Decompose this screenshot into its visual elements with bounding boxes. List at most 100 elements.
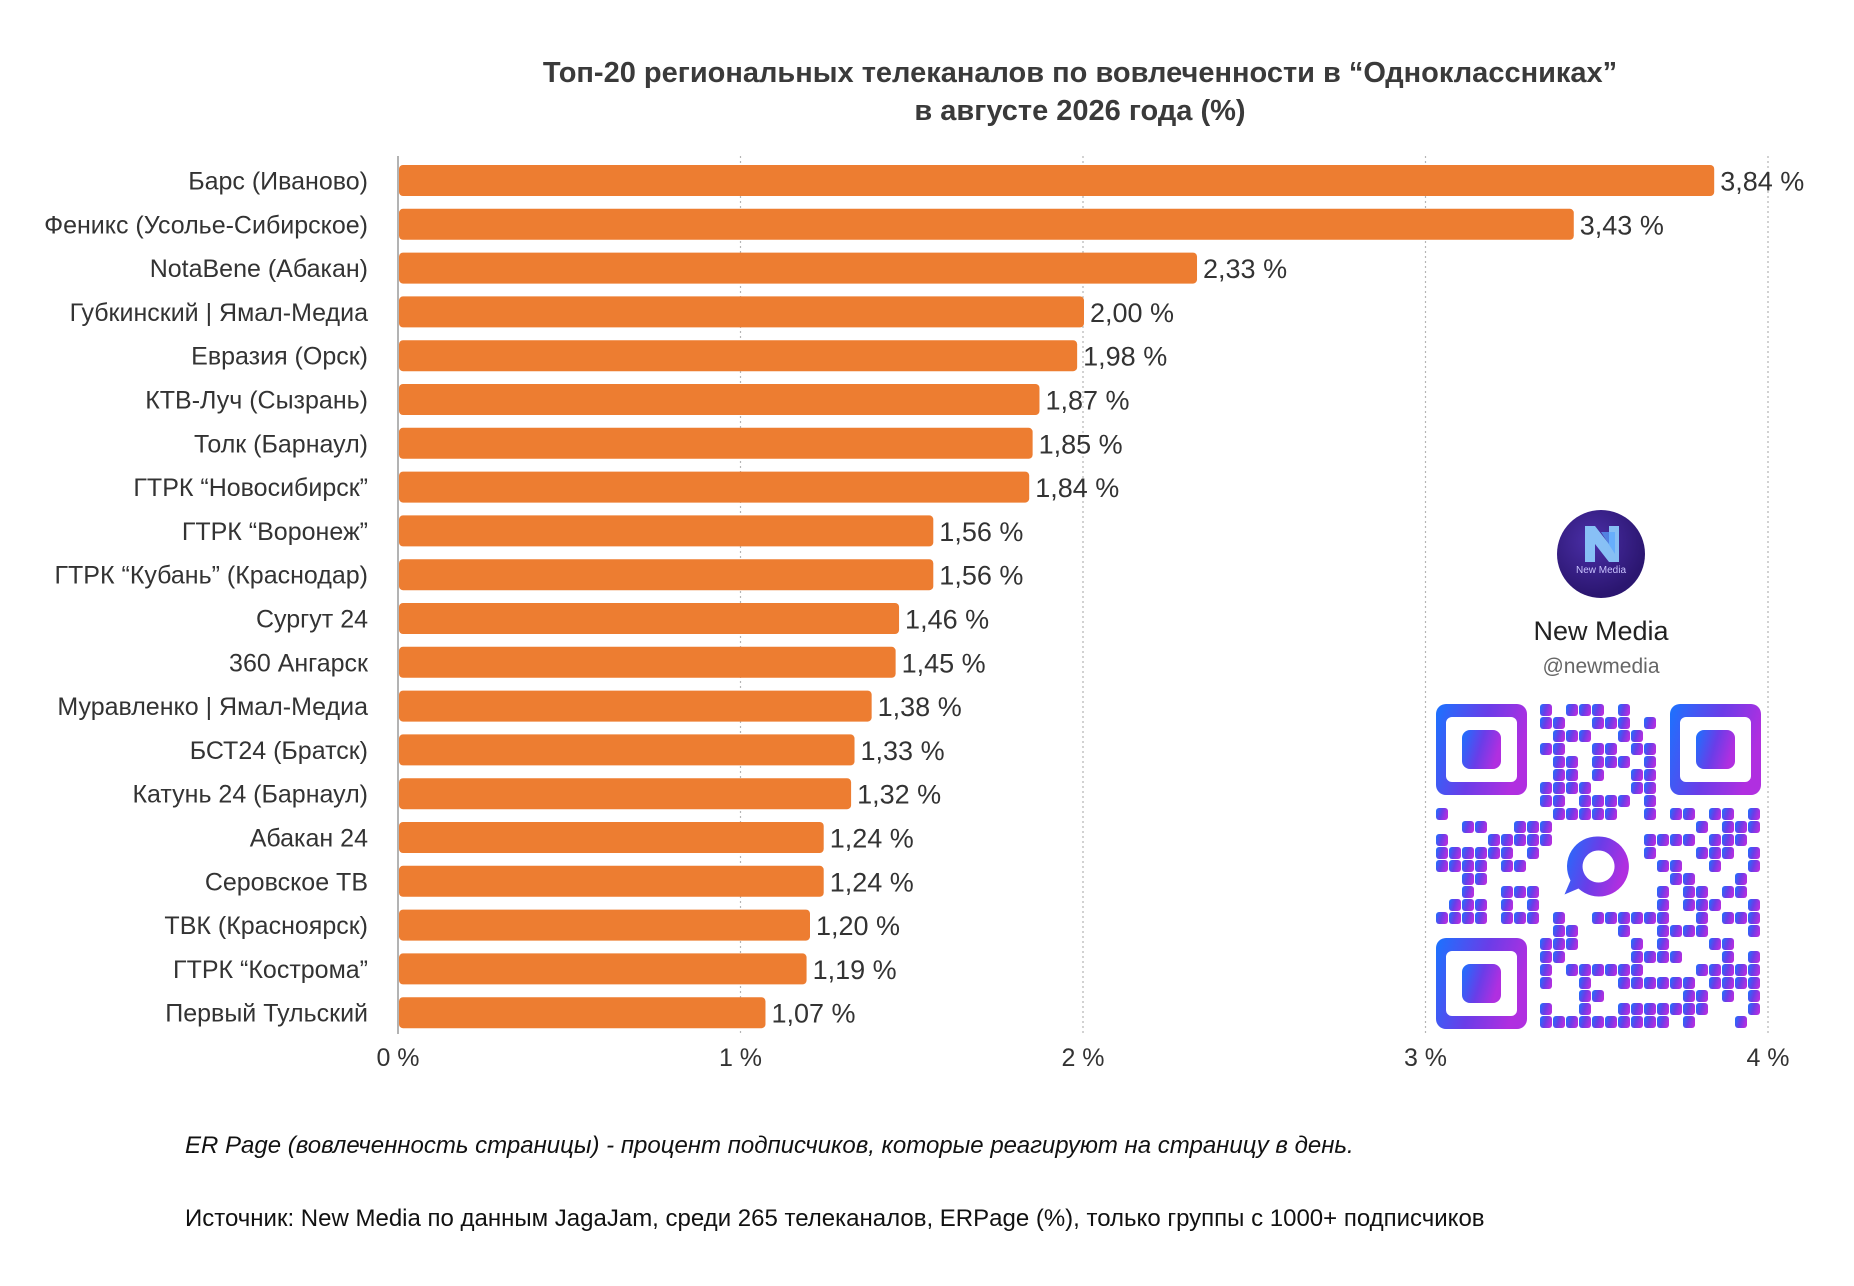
- bar: [399, 384, 1040, 415]
- qr-module: [1644, 756, 1656, 768]
- footnote: ER Page (вовлеченность страницы) - проце…: [185, 1132, 1354, 1159]
- qr-code[interactable]: [1432, 700, 1764, 1032]
- qr-module: [1670, 977, 1682, 989]
- qr-module: [1748, 847, 1760, 859]
- qr-module: [1709, 808, 1721, 820]
- qr-module: [1722, 847, 1734, 859]
- qr-module: [1592, 1016, 1604, 1028]
- qr-module: [1709, 847, 1721, 859]
- qr-module: [1683, 808, 1695, 820]
- qr-module: [1462, 821, 1474, 833]
- qr-module: [1709, 938, 1721, 950]
- qr-module: [1683, 899, 1695, 911]
- qr-module: [1657, 1003, 1669, 1015]
- qr-module: [1657, 860, 1669, 872]
- qr-module: [1618, 977, 1630, 989]
- qr-module: [1462, 847, 1474, 859]
- qr-module: [1579, 964, 1591, 976]
- qr-finder-center: [1696, 730, 1735, 769]
- category-label: Губкинский | Ямал-Медиа: [70, 299, 368, 327]
- qr-module: [1618, 795, 1630, 807]
- value-label: 1,56 %: [939, 561, 1023, 591]
- bar: [399, 208, 1574, 240]
- brand-handle: @newmedia: [1542, 655, 1660, 678]
- qr-module: [1735, 834, 1747, 846]
- qr-module: [1644, 717, 1656, 729]
- qr-module: [1592, 912, 1604, 924]
- qr-module: [1592, 808, 1604, 820]
- qr-module: [1709, 964, 1721, 976]
- qr-module: [1462, 873, 1474, 885]
- qr-module: [1722, 990, 1734, 1002]
- value-label: 1,98 %: [1083, 342, 1167, 372]
- qr-module: [1683, 834, 1695, 846]
- qr-module: [1670, 873, 1682, 885]
- chart-title-line-1: Топ-20 региональных телеканалов по вовле…: [542, 57, 1618, 89]
- qr-module: [1553, 743, 1565, 755]
- qr-module: [1735, 977, 1747, 989]
- qr-module: [1631, 782, 1643, 794]
- category-label: Барс (Иваново): [188, 168, 368, 196]
- qr-module: [1462, 886, 1474, 898]
- qr-module: [1696, 821, 1708, 833]
- qr-module: [1631, 1016, 1643, 1028]
- qr-module: [1501, 899, 1513, 911]
- category-label: Сургут 24: [256, 606, 368, 634]
- qr-module: [1553, 925, 1565, 937]
- qr-module: [1618, 925, 1630, 937]
- qr-module: [1527, 899, 1539, 911]
- qr-module: [1683, 977, 1695, 989]
- qr-module: [1657, 938, 1669, 950]
- brand-block: New Media New Media @newmedia: [1436, 510, 1766, 679]
- category-label: ГТРК “Кубань” (Краснодар): [55, 562, 369, 590]
- qr-module: [1488, 834, 1500, 846]
- chat-bubble-icon: [1564, 836, 1629, 897]
- bar: [399, 690, 872, 722]
- qr-module: [1644, 912, 1656, 924]
- qr-module: [1436, 912, 1448, 924]
- bar: [399, 603, 900, 634]
- qr-module: [1670, 925, 1682, 937]
- qr-module: [1631, 938, 1643, 950]
- bar: [399, 646, 896, 678]
- value-label: 3,84 %: [1720, 167, 1804, 197]
- qr-module: [1644, 977, 1656, 989]
- qr-module: [1579, 977, 1591, 989]
- qr-module: [1514, 821, 1526, 833]
- qr-module: [1631, 977, 1643, 989]
- qr-module: [1644, 808, 1656, 820]
- qr-module: [1566, 704, 1578, 716]
- qr-module: [1540, 834, 1552, 846]
- qr-module: [1670, 808, 1682, 820]
- qr-module: [1540, 951, 1552, 963]
- qr-module: [1462, 912, 1474, 924]
- source-note: Источник: New Media по данным JagaJam, с…: [185, 1205, 1485, 1232]
- qr-finder-pattern: [1436, 704, 1527, 795]
- qr-module: [1553, 730, 1565, 742]
- bar: [399, 559, 934, 591]
- qr-module: [1540, 743, 1552, 755]
- qr-module: [1475, 912, 1487, 924]
- qr-module: [1527, 912, 1539, 924]
- qr-module: [1579, 1003, 1591, 1015]
- bar: [399, 997, 766, 1029]
- qr-module: [1618, 730, 1630, 742]
- qr-module: [1631, 769, 1643, 781]
- qr-module: [1436, 834, 1448, 846]
- qr-module: [1683, 886, 1695, 898]
- qr-module: [1514, 912, 1526, 924]
- qr-module: [1579, 1016, 1591, 1028]
- bar: [399, 165, 1715, 196]
- qr-module: [1709, 899, 1721, 911]
- qr-module: [1748, 977, 1760, 989]
- qr-module: [1748, 912, 1760, 924]
- qr-module: [1553, 769, 1565, 781]
- qr-module: [1605, 795, 1617, 807]
- qr-module: [1605, 964, 1617, 976]
- qr-module: [1605, 912, 1617, 924]
- qr-module: [1657, 834, 1669, 846]
- qr-module: [1579, 730, 1591, 742]
- qr-module: [1722, 964, 1734, 976]
- qr-module: [1605, 743, 1617, 755]
- qr-module: [1644, 769, 1656, 781]
